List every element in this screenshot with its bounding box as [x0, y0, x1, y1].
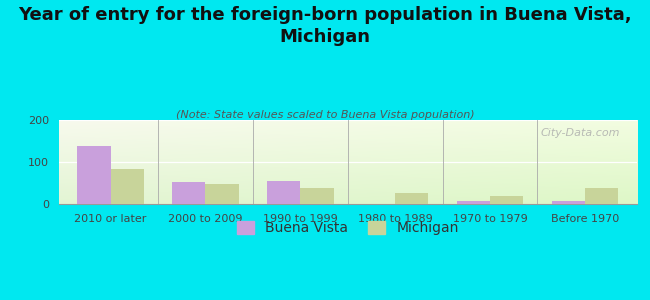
Bar — [172, 182, 205, 204]
Bar — [457, 201, 490, 204]
Bar — [267, 181, 300, 204]
Bar — [111, 169, 144, 204]
Bar — [205, 184, 239, 204]
Bar — [395, 193, 428, 204]
Text: Year of entry for the foreign-born population in Buena Vista,
Michigan: Year of entry for the foreign-born popul… — [18, 6, 632, 46]
Text: City-Data.com: City-Data.com — [540, 128, 619, 138]
Bar — [300, 188, 333, 204]
Legend: Buena Vista, Michigan: Buena Vista, Michigan — [231, 216, 464, 241]
Bar — [585, 188, 618, 204]
Bar — [490, 196, 523, 204]
Bar — [552, 201, 585, 204]
Bar — [77, 146, 110, 204]
Text: (Note: State values scaled to Buena Vista population): (Note: State values scaled to Buena Vist… — [176, 110, 474, 119]
